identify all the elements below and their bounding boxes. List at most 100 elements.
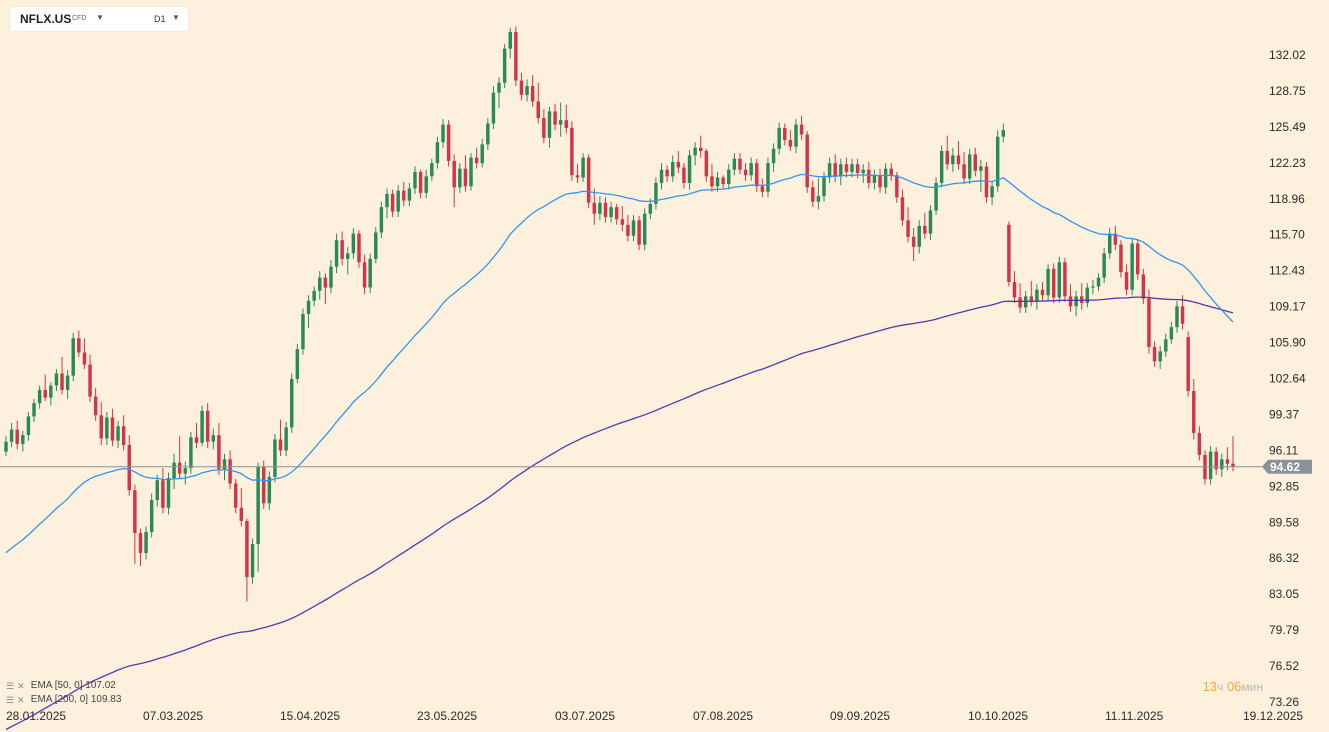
candle-body	[614, 207, 619, 220]
candle	[911, 228, 916, 262]
candle	[928, 204, 933, 241]
candle	[161, 468, 165, 514]
candle-body	[508, 32, 512, 49]
candle-body	[962, 164, 966, 179]
candle	[149, 493, 154, 538]
candle	[620, 206, 625, 232]
candle-body	[682, 167, 686, 183]
symbol-selector[interactable]: NFLX.US CFD ▼ D1 ▼	[10, 7, 188, 31]
candle-body	[166, 478, 171, 508]
candle	[581, 153, 585, 182]
candle-body	[665, 169, 669, 177]
candle	[917, 220, 921, 254]
candle	[245, 518, 249, 602]
timer-minutes-unit: мин	[1241, 680, 1263, 694]
candle	[547, 106, 552, 148]
candle	[923, 212, 927, 240]
candle	[49, 382, 53, 406]
candle-body	[648, 203, 653, 214]
candle-body	[155, 480, 160, 501]
candle	[469, 153, 473, 191]
candle	[1147, 289, 1151, 354]
candle	[760, 178, 765, 198]
candle	[413, 166, 417, 194]
candle-body	[536, 101, 540, 118]
candle-body	[659, 169, 664, 183]
candle	[609, 201, 613, 223]
indicator-legend-ema200[interactable]: ☰ ✕ EMA [200, 0] 109.83	[6, 694, 121, 705]
candle-body	[424, 176, 428, 193]
settings-icon[interactable]: ☰	[6, 695, 15, 705]
candle	[233, 479, 238, 514]
indicator-legend-ema50[interactable]: ☰ ✕ EMA [50, 0] 107.02	[6, 680, 116, 691]
close-icon[interactable]: ✕	[17, 695, 25, 705]
candle-body	[1175, 306, 1179, 328]
candle-body	[889, 168, 893, 176]
candle-body	[1141, 274, 1146, 299]
candle-body	[233, 483, 238, 508]
candle	[127, 435, 131, 496]
candle	[278, 419, 283, 457]
candle-body	[1079, 296, 1084, 303]
candle-body	[390, 193, 395, 212]
candle-body	[306, 300, 311, 314]
chevron-down-icon[interactable]: ▼	[172, 13, 180, 22]
candle	[116, 420, 120, 449]
candle	[217, 422, 221, 475]
candle-body	[205, 410, 210, 442]
candle-body	[827, 163, 832, 178]
candle	[362, 254, 367, 295]
candle-body	[872, 175, 877, 183]
candle-body	[110, 417, 115, 441]
settings-icon[interactable]: ☰	[6, 681, 15, 691]
candle	[323, 273, 328, 305]
candle-body	[334, 240, 339, 267]
current-price-label: 94.62	[1270, 460, 1300, 474]
candle-body	[811, 187, 815, 202]
candle-body	[906, 220, 910, 237]
price-tick-label: 96.11	[1269, 443, 1298, 457]
candle-body	[351, 233, 356, 254]
candle-body	[502, 48, 507, 83]
candle	[211, 428, 216, 450]
candle-body	[138, 533, 143, 553]
candle	[1018, 283, 1022, 313]
candle-body	[116, 426, 120, 441]
candle-body	[917, 225, 921, 247]
price-tick-label: 99.37	[1269, 408, 1299, 422]
timeframe-label[interactable]: D1	[154, 14, 166, 24]
candle	[967, 148, 972, 185]
candle-body	[407, 188, 412, 201]
chevron-down-icon[interactable]: ▼	[96, 13, 104, 22]
candle-body	[463, 168, 468, 187]
candle	[1029, 280, 1034, 307]
candle	[9, 422, 14, 448]
candle-body	[71, 338, 75, 376]
indicator-params: [50, 0]	[54, 680, 83, 691]
candle	[530, 75, 535, 107]
candle	[811, 180, 815, 208]
candle-body	[278, 439, 283, 451]
candle-body	[161, 480, 165, 508]
candle	[676, 151, 681, 174]
candle-body	[1029, 296, 1034, 301]
close-icon[interactable]: ✕	[17, 681, 25, 691]
candle	[727, 164, 731, 190]
candle	[374, 226, 378, 264]
candle	[738, 153, 742, 175]
candle-body	[514, 32, 518, 81]
candle-body	[1108, 233, 1112, 254]
candle	[340, 231, 344, 266]
candle-body	[558, 120, 563, 125]
candle-body	[1051, 268, 1056, 298]
candle-body	[766, 163, 770, 192]
candle-body	[788, 140, 793, 147]
candle	[497, 77, 501, 109]
candle-body	[15, 429, 19, 444]
candle-body	[631, 220, 636, 236]
price-tick-label: 105.90	[1269, 336, 1306, 350]
candle	[463, 155, 468, 192]
candle	[553, 103, 557, 131]
